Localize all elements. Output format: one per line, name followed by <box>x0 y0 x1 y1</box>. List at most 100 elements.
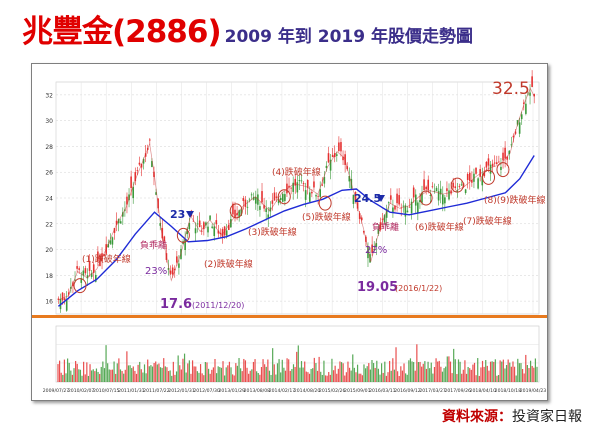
candle-body <box>248 199 251 201</box>
volume-bar <box>201 373 203 382</box>
candle-body <box>254 197 257 204</box>
volume-bar <box>268 370 271 382</box>
volume-bar <box>520 363 522 382</box>
candle-body <box>419 200 421 203</box>
volume-bar <box>232 374 234 382</box>
cross-marker <box>73 278 87 294</box>
volume-bar <box>430 362 432 382</box>
volume-bar <box>256 371 258 382</box>
volume-bar <box>118 358 120 382</box>
volume-bar <box>521 369 524 382</box>
volume-bar <box>509 362 511 382</box>
volume-bar <box>513 366 516 382</box>
candle-body <box>163 236 166 242</box>
candle-body <box>61 292 64 301</box>
page-title: 兆豐金(2886) 2009 年到 2019 年股價走勢圖 <box>22 6 592 54</box>
volume-bar <box>525 354 527 382</box>
x-tick-label: 2019/04/23 <box>520 388 547 394</box>
volume-bar <box>376 360 378 382</box>
candle-body <box>167 268 170 270</box>
y-tick-label: 26 <box>45 170 53 177</box>
volume-bar <box>472 364 474 382</box>
candle-body <box>211 226 213 228</box>
volume-bar <box>99 373 101 382</box>
candle-body <box>103 254 105 257</box>
candle-body <box>263 205 265 209</box>
cross-marker <box>176 227 190 243</box>
volume-bar <box>108 369 110 382</box>
volume-bar <box>281 359 283 382</box>
candle-body <box>88 260 91 271</box>
volume-bar <box>312 368 314 382</box>
candle-body <box>425 186 427 190</box>
volume-bar <box>75 360 77 382</box>
volume-bar <box>127 365 130 382</box>
volume-bar <box>497 375 500 382</box>
label-bias-pct-2: 22% <box>365 245 387 256</box>
candle-body <box>390 195 392 200</box>
volume-bar <box>62 374 64 382</box>
volume-bar <box>305 371 307 382</box>
volume-bar <box>360 373 362 382</box>
volume-bar <box>235 363 237 382</box>
volume-bar <box>533 367 535 382</box>
candle-body <box>142 159 145 164</box>
candle-body <box>338 142 340 152</box>
volume-bar <box>276 363 279 382</box>
volume-bar <box>129 365 131 382</box>
candle-body <box>394 205 396 210</box>
volume-bar <box>249 370 251 382</box>
volume-bar <box>361 375 363 382</box>
candle-body <box>271 200 274 204</box>
volume-bar <box>417 362 420 382</box>
candle-body <box>80 278 83 283</box>
candle-body <box>506 156 508 160</box>
volume-bar <box>79 369 82 382</box>
volume-bar <box>512 361 514 382</box>
volume-bar <box>411 361 413 382</box>
candle-body <box>207 226 209 233</box>
candle-body <box>427 179 430 191</box>
volume-bar <box>461 373 463 382</box>
cross-marker <box>229 203 243 219</box>
candle-body <box>516 120 519 125</box>
candle-body <box>57 298 60 300</box>
volume-bar <box>344 375 346 382</box>
candle-body <box>111 237 114 245</box>
candle-body <box>215 220 218 225</box>
volume-bar <box>389 360 391 382</box>
volume-bar <box>329 374 331 382</box>
volume-bar <box>510 366 512 382</box>
volume-bar <box>300 361 303 382</box>
candle-body <box>234 209 236 218</box>
volume-bar <box>416 344 418 382</box>
volume-bar <box>315 363 317 382</box>
volume-bar <box>368 363 370 382</box>
title-main: 兆豐金(2886) <box>22 14 222 50</box>
volume-bar <box>59 360 61 382</box>
volume-bar <box>501 361 503 382</box>
candle-body <box>128 194 130 201</box>
x-tick-label: 2013/08/08 <box>244 388 271 394</box>
candle-body <box>412 187 415 198</box>
candle-body <box>441 194 444 205</box>
volume-bar <box>419 361 421 382</box>
label-break-3: (3)跌破年線 <box>248 226 297 238</box>
volume-bar <box>339 361 341 382</box>
candle-body <box>238 210 240 218</box>
volume-bar <box>478 375 480 382</box>
volume-bar <box>244 360 247 382</box>
volume-bar <box>531 365 533 382</box>
candle-body <box>277 198 280 204</box>
volume-bar <box>356 364 359 382</box>
label-level-24: 24.5 <box>354 192 381 205</box>
volume-bar <box>238 358 240 382</box>
volume-bar <box>272 348 274 382</box>
x-tick-label: 2010/07/15 <box>93 388 120 394</box>
volume-bar <box>502 359 504 382</box>
volume-bar <box>427 361 429 382</box>
x-tick-label: 2013/01/29 <box>218 388 245 394</box>
volume-bar <box>475 375 477 382</box>
candle-body <box>444 197 446 204</box>
